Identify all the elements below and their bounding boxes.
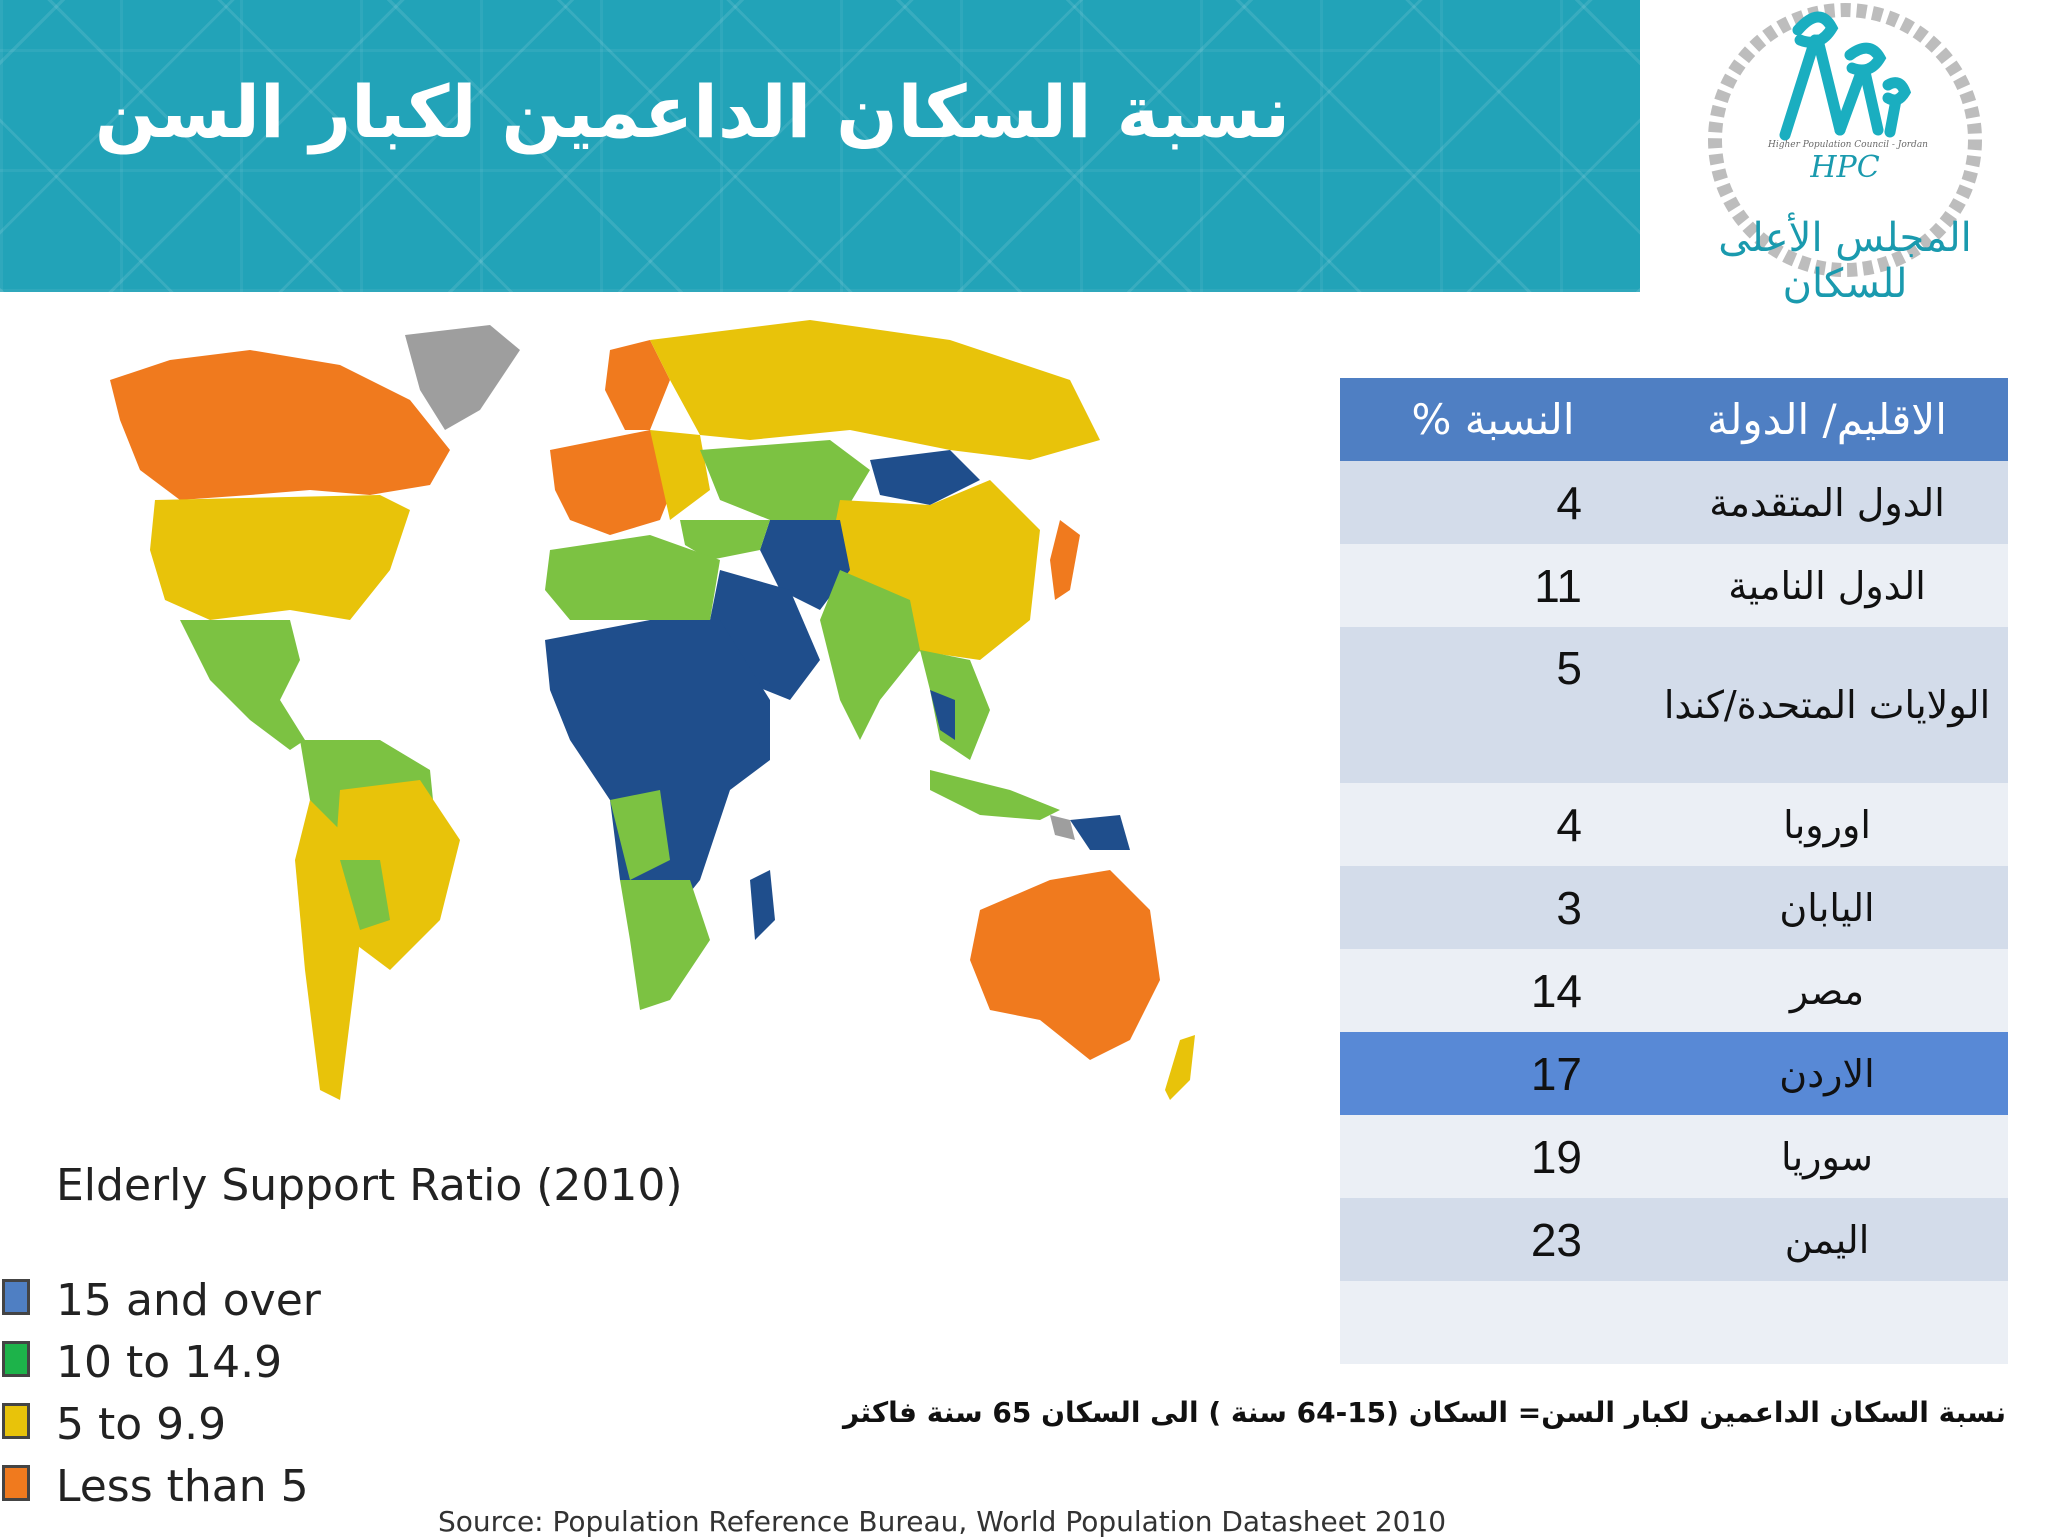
row-value: 14 bbox=[1340, 949, 1646, 1032]
mexico bbox=[180, 620, 305, 750]
north-africa bbox=[545, 535, 720, 620]
row-region: الولايات المتحدة/كندا bbox=[1646, 627, 2008, 783]
definition-formula: نسبة السكان الداعمين لكبار السن= السكان … bbox=[842, 1396, 2006, 1429]
row-value: 23 bbox=[1340, 1198, 1646, 1281]
canada bbox=[110, 350, 450, 500]
logo-arabic-name: المجلس الأعلى للسكان bbox=[1718, 215, 1972, 307]
table-row: 23 اليمن bbox=[1340, 1198, 2008, 1281]
page-title: نسبة السكان الداعمين لكبار السن bbox=[94, 70, 1290, 154]
mongolia bbox=[870, 450, 980, 505]
central-africa bbox=[545, 620, 770, 930]
legend-swatch bbox=[2, 1279, 30, 1315]
angola bbox=[610, 790, 670, 880]
southern-africa bbox=[620, 880, 710, 1010]
row-region: الدول النامية bbox=[1646, 544, 2008, 627]
legend-swatch bbox=[2, 1465, 30, 1501]
iran bbox=[760, 520, 850, 610]
row-value: 11 bbox=[1340, 544, 1646, 627]
row-value: 19 bbox=[1340, 1115, 1646, 1198]
thailand bbox=[930, 690, 955, 740]
central-asia bbox=[700, 440, 870, 520]
legend-label: 10 to 14.9 bbox=[56, 1337, 283, 1388]
table-row-empty bbox=[1340, 1281, 2008, 1364]
row-value: 17 bbox=[1340, 1032, 1646, 1115]
papua bbox=[1070, 815, 1130, 850]
table-row: 5 الولايات المتحدة/كندا bbox=[1340, 627, 2008, 783]
header-banner: نسبة السكان الداعمين لكبار السن bbox=[0, 0, 1640, 292]
legend-label: Less than 5 bbox=[56, 1461, 309, 1512]
row-region: اليابان bbox=[1646, 866, 2008, 949]
andes bbox=[295, 800, 360, 1100]
row-region: اوروبا bbox=[1646, 783, 2008, 866]
legend-swatch bbox=[2, 1341, 30, 1377]
legend-item: 15 and over bbox=[0, 1275, 400, 1326]
japan bbox=[1050, 520, 1080, 600]
greenland bbox=[405, 325, 520, 430]
row-value: 4 bbox=[1340, 461, 1646, 544]
support-ratio-table: النسبة % الاقليم/ الدولة 4 الدول المتقدم… bbox=[1340, 378, 2008, 1364]
header-ratio: النسبة % bbox=[1340, 378, 1646, 461]
madagascar bbox=[750, 870, 775, 940]
table-row: 4 اوروبا bbox=[1340, 783, 2008, 866]
australia bbox=[970, 870, 1160, 1060]
legend-label: 5 to 9.9 bbox=[56, 1399, 227, 1450]
row-region: سوريا bbox=[1646, 1115, 2008, 1198]
table-row: 19 سوريا bbox=[1340, 1115, 2008, 1198]
header-region: الاقليم/ الدولة bbox=[1646, 378, 2008, 461]
table-row: 4 الدول المتقدمة bbox=[1340, 461, 2008, 544]
legend-item: Less than 5 bbox=[0, 1461, 400, 1512]
row-value: 4 bbox=[1340, 783, 1646, 866]
world-map-icon bbox=[110, 320, 1195, 1100]
table-row: 3 اليابان bbox=[1340, 866, 2008, 949]
legend-label: 15 and over bbox=[56, 1275, 321, 1326]
table-row: 11 الدول النامية bbox=[1340, 544, 2008, 627]
logo-initials: HPC bbox=[1810, 150, 1880, 185]
scandinavia bbox=[605, 340, 670, 430]
indonesia bbox=[930, 770, 1060, 820]
source-note: Source: Population Reference Bureau, Wor… bbox=[438, 1505, 1447, 1538]
row-region: اليمن bbox=[1646, 1198, 2008, 1281]
legend-item: 10 to 14.9 bbox=[0, 1337, 400, 1388]
usa bbox=[150, 495, 410, 620]
row-region bbox=[1646, 1281, 2008, 1364]
row-value bbox=[1340, 1281, 1646, 1364]
row-region: مصر bbox=[1646, 949, 2008, 1032]
table-row-highlighted: 17 الاردن bbox=[1340, 1032, 2008, 1115]
legend-item: 5 to 9.9 bbox=[0, 1399, 400, 1450]
russia bbox=[650, 320, 1100, 460]
table-header-row: النسبة % الاقليم/ الدولة bbox=[1340, 378, 2008, 461]
papua-west bbox=[1050, 815, 1075, 840]
row-value: 5 bbox=[1340, 627, 1646, 783]
row-value: 3 bbox=[1340, 866, 1646, 949]
logo-subtitle: Higher Population Council - Jordan bbox=[1768, 140, 1928, 150]
legend-swatch bbox=[2, 1403, 30, 1439]
row-region: الاردن bbox=[1646, 1032, 2008, 1115]
map-caption: Elderly Support Ratio (2010) bbox=[56, 1160, 683, 1211]
western-europe bbox=[550, 430, 680, 535]
bolivia bbox=[340, 860, 390, 930]
row-region: الدول المتقدمة bbox=[1646, 461, 2008, 544]
turkey-caucasus bbox=[680, 520, 770, 560]
india bbox=[820, 570, 920, 740]
new-zealand bbox=[1165, 1035, 1195, 1100]
eastern-europe bbox=[650, 430, 710, 520]
hpc-logo bbox=[1708, 3, 1982, 277]
table-row: 14 مصر bbox=[1340, 949, 2008, 1032]
